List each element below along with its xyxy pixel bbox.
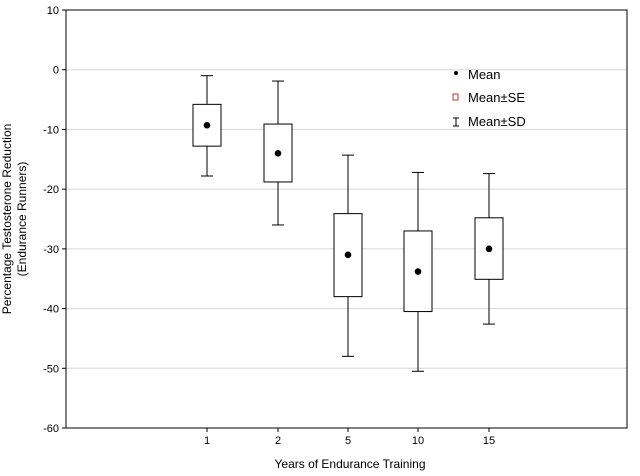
gridlines [66,69,627,369]
legend: Mean Mean±SE Mean±SD [452,67,526,129]
mean-point [344,251,352,259]
box-series [192,75,504,372]
y-tick-label: -40 [43,304,59,316]
mean-point [485,245,493,253]
y-axis: 10 0 -10 -20 -30 -40 -50 -60 [43,5,66,435]
mean-point [274,150,282,157]
x-tick-label: 15 [483,435,495,447]
legend-se-label: Mean±SE [468,90,525,105]
legend-sd-label: Mean±SD [468,114,526,129]
y-tick-label: 10 [47,5,59,17]
x-tick-label: 1 [204,435,210,447]
x-tick-label: 10 [412,435,424,447]
y-axis-title-line1: Percentage Testosterone Reduction [0,124,14,315]
legend-se-marker [452,93,459,101]
mean-point [203,121,211,129]
x-axis: 1 2 5 10 15 [204,428,495,447]
y-tick-label: -30 [43,244,59,256]
y-tick-label: -60 [43,423,59,435]
x-axis-title: Years of Endurance Training [275,457,426,471]
y-axis-title-line2: (Endurance Runners) [15,162,29,277]
x-tick-label: 2 [275,435,281,447]
y-tick-label: -50 [43,363,59,375]
legend-sd-marker [453,117,459,127]
y-tick-label: 0 [53,65,59,77]
legend-mean-label: Mean [468,67,501,82]
x-tick-label: 5 [345,435,351,447]
mean-point [414,268,422,275]
legend-mean-marker [454,71,458,75]
y-tick-label: -10 [43,124,59,136]
plot-area-frame [65,9,628,429]
y-tick-label: -20 [43,184,59,196]
